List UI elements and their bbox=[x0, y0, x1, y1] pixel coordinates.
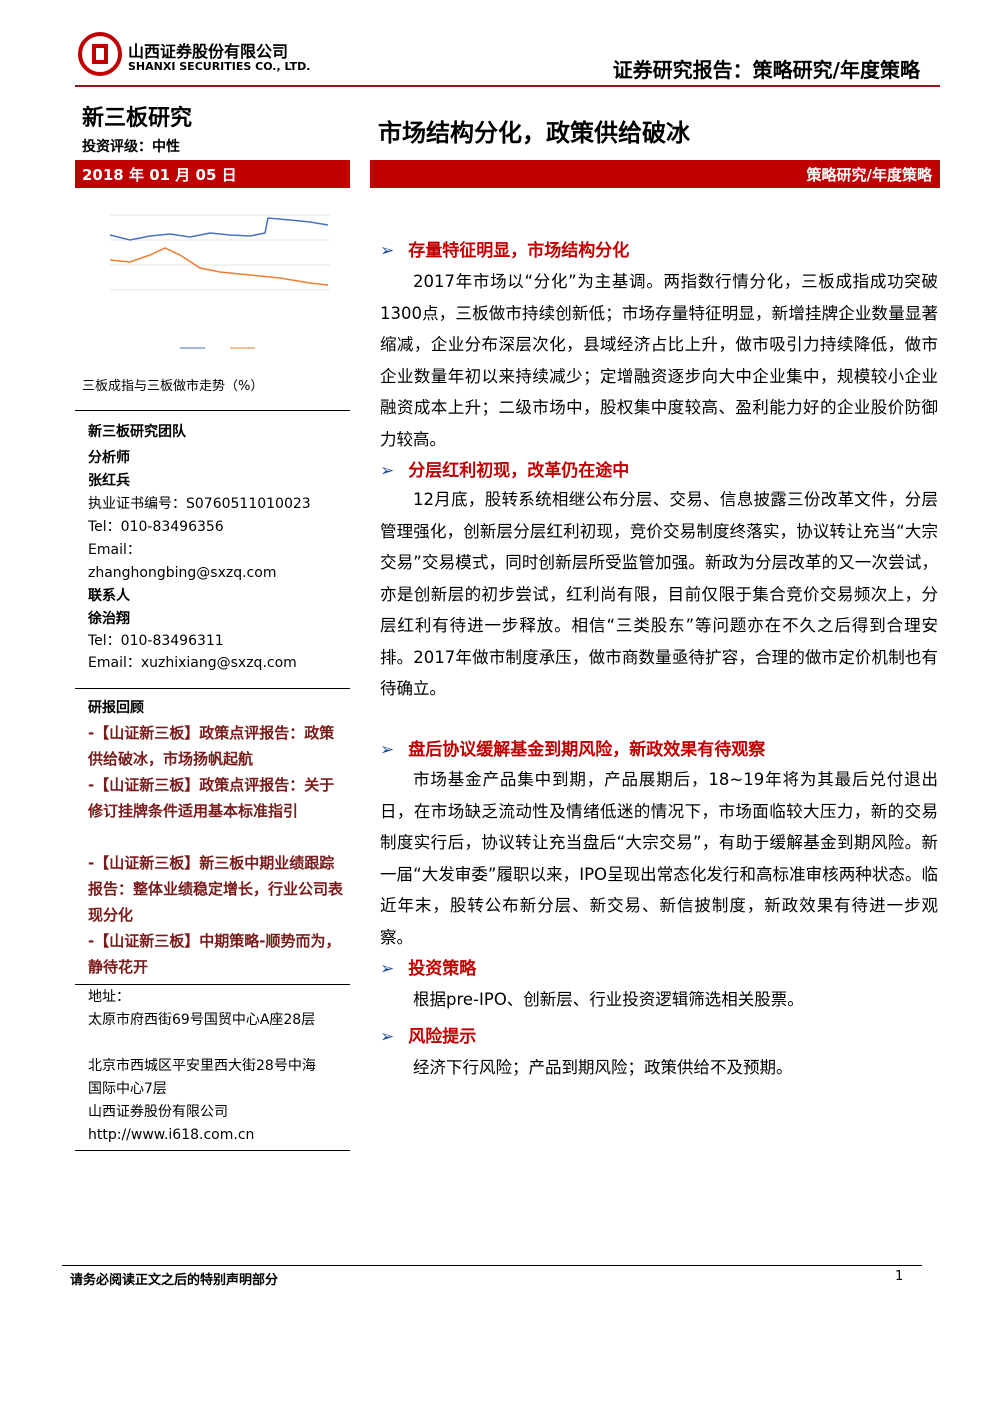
date-bar bbox=[75, 160, 350, 188]
section-name: 新三板研究 bbox=[82, 106, 193, 131]
paragraph: 12月底，股转系统相继公布分层、交易、信息披露三份改革文件，分层管理强化，创新层… bbox=[380, 490, 938, 698]
contact-name: 徐治翔 bbox=[88, 611, 130, 627]
address-line: 太原市府西街69号国贸中心A座28层 bbox=[88, 1012, 316, 1028]
header-rule bbox=[75, 85, 940, 87]
date: 2018 年 01 月 05 日 bbox=[82, 166, 237, 184]
company-cn: 山西证券股份有限公司 bbox=[128, 42, 289, 61]
review-item: -【山证新三板】政策点评报告：关于修订挂牌条件适用基本标准指引 bbox=[88, 776, 335, 820]
paragraph: 2017年市场以“分化”为主基调。两指数行情分化，三板成指成功突破1300点，三… bbox=[380, 272, 938, 449]
analyst-name: 张红兵 bbox=[88, 473, 130, 489]
review-item: -【山证新三板】中期策略-顺势而为，静待花开 bbox=[88, 932, 341, 976]
page-number: 1 bbox=[895, 1269, 904, 1284]
rule bbox=[75, 410, 350, 411]
rating: 投资评级：中性 bbox=[82, 139, 180, 155]
company-en: SHANXI SECURITIES CO., LTD. bbox=[128, 60, 311, 73]
rule bbox=[75, 1150, 350, 1151]
thumbnail-chart bbox=[109, 214, 330, 349]
section-heading: ➢ 风险提示 bbox=[380, 1027, 477, 1047]
report-type: 证券研究报告：策略研究/年度策略 bbox=[612, 58, 920, 82]
review-item: -【山证新三板】新三板中期业绩跟踪报告：整体业绩稳定增长，行业公司表现分化 bbox=[88, 854, 344, 924]
address-line: http://www.i618.com.cn bbox=[88, 1127, 255, 1143]
paragraph: 根据pre-IPO、创新层、行业投资逻辑筛选相关股票。 bbox=[413, 990, 804, 1009]
section-heading: ➢ 投资策略 bbox=[380, 959, 477, 979]
rule bbox=[75, 688, 350, 689]
chart-caption: 三板成指与三板做市走势（%） bbox=[82, 379, 264, 394]
email: zhanghongbing@sxzq.com bbox=[88, 565, 277, 581]
tag-bar bbox=[370, 160, 940, 188]
address-line: 北京市西城区平安里西大街28号中海国际中心7层 bbox=[88, 1058, 316, 1097]
team-title: 新三板研究团队 bbox=[88, 424, 186, 440]
reviews-title: 研报回顾 bbox=[88, 700, 144, 716]
analyst-label: 分析师 bbox=[88, 450, 130, 466]
contact-tel: Tel：010-83496311 bbox=[88, 633, 224, 649]
tag: 策略研究/年度策略 bbox=[806, 166, 932, 184]
email-label: Email： bbox=[88, 542, 141, 558]
paragraph: 市场基金产品集中到期，产品展期后，18~19年将为其最后兑付退出日，在市场缺乏流… bbox=[380, 770, 938, 947]
paragraph: 经济下行风险；产品到期风险；政策供给不及预期。 bbox=[413, 1058, 793, 1077]
contact-label: 联系人 bbox=[88, 588, 130, 604]
license: 执业证书编号：S0760511010023 bbox=[88, 496, 311, 512]
section-heading: ➢ 盘后协议缓解基金到期风险，新政效果有待观察 bbox=[380, 740, 766, 760]
section-heading: ➢ 分层红利初现，改革仍在途中 bbox=[380, 461, 630, 481]
address-line: 山西证券股份有限公司 bbox=[88, 1104, 228, 1120]
section-heading: ➢ 存量特征明显，市场结构分化 bbox=[380, 241, 630, 261]
review-item: -【山证新三板】政策点评报告：政策供给破冰，市场扬帆起航 bbox=[88, 724, 335, 768]
tel: Tel：010-83496356 bbox=[88, 519, 224, 535]
rule bbox=[75, 984, 350, 985]
footer-rule bbox=[62, 1265, 922, 1266]
logo bbox=[78, 32, 122, 76]
disclaimer: 请务必阅读正文之后的特别声明部分 bbox=[70, 1273, 279, 1288]
report-title: 市场结构分化，政策供给破冰 bbox=[378, 119, 690, 147]
address-label: 地址： bbox=[88, 989, 130, 1005]
contact-email: Email：xuzhixiang@sxzq.com bbox=[88, 655, 297, 671]
